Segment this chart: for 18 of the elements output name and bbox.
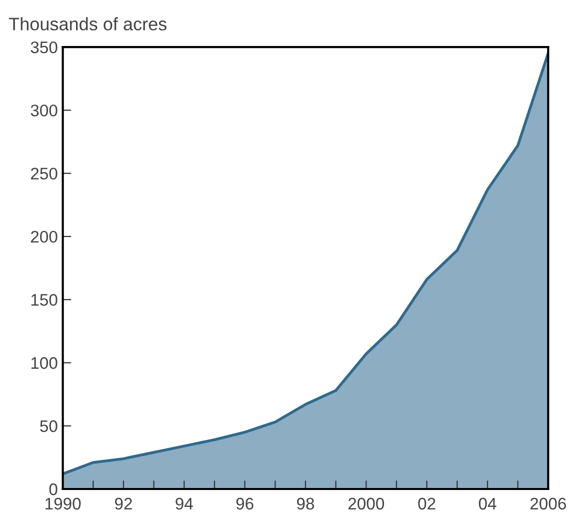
x-tick-label: 02 bbox=[418, 498, 436, 510]
y-tick-label: 150 bbox=[31, 294, 58, 306]
y-tick-label: 100 bbox=[31, 357, 58, 369]
x-tick-label: 98 bbox=[297, 498, 314, 510]
x-tick-label: 96 bbox=[236, 498, 254, 510]
y-tick-label: 200 bbox=[30, 230, 58, 243]
y-tick-label: 50 bbox=[40, 420, 58, 432]
x-tick-label: 94 bbox=[176, 498, 193, 510]
y-tick-label: 350 bbox=[30, 41, 58, 54]
x-tick-label: 2006 bbox=[530, 498, 566, 510]
x-tick-label: 04 bbox=[478, 498, 496, 510]
y-tick-label: 250 bbox=[30, 168, 58, 180]
y-axis-title: Thousands of acres bbox=[8, 17, 166, 30]
x-tick-label: 1990 bbox=[46, 498, 81, 510]
y-tick-label: 0 bbox=[49, 483, 58, 496]
x-tick-label: 92 bbox=[114, 498, 132, 510]
y-tick-label: 300 bbox=[30, 104, 58, 116]
x-tick-label: 2000 bbox=[348, 498, 384, 510]
